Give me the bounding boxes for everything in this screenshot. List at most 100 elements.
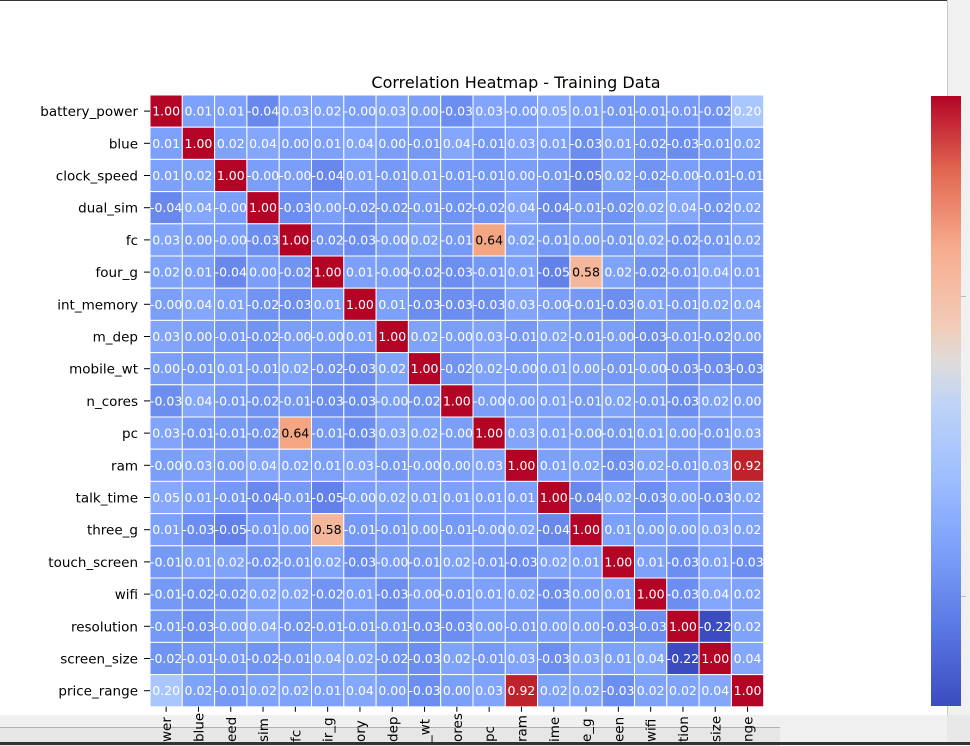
cell-value-label: 0.02 bbox=[604, 168, 632, 183]
cell-value-label: 0.00 bbox=[669, 522, 697, 537]
cell-value-label: 0.00 bbox=[443, 683, 471, 698]
cell-value-label: -0.03 bbox=[311, 393, 343, 408]
cell-value-label: -0.00 bbox=[376, 393, 408, 408]
cell-value-label: -0.02 bbox=[408, 265, 440, 280]
cell-value-label: 0.01 bbox=[443, 490, 471, 505]
heatmap-cell bbox=[666, 674, 700, 708]
heatmap-cell bbox=[472, 513, 506, 547]
cell-value-label: -0.01 bbox=[215, 490, 247, 505]
heatmap-cell bbox=[214, 223, 248, 257]
cell-value-label: -0.03 bbox=[408, 683, 440, 698]
heatmap-cell bbox=[181, 255, 216, 289]
heatmap-cell bbox=[537, 480, 571, 515]
cell-value-label: 0.04 bbox=[185, 393, 213, 408]
x-tick-label: fc bbox=[288, 730, 304, 742]
cell-value-label: -0.04 bbox=[247, 490, 279, 505]
cell-value-label: -0.03 bbox=[150, 393, 182, 408]
cell-value-label: 1.00 bbox=[734, 683, 762, 698]
cell-value-label: 0.00 bbox=[378, 683, 406, 698]
cell-value-label: -0.01 bbox=[505, 329, 537, 344]
heatmap-cell bbox=[666, 255, 700, 289]
heatmap-cell bbox=[472, 448, 506, 482]
cell-value-label: 0.00 bbox=[572, 587, 600, 602]
heatmap-cell bbox=[730, 416, 765, 450]
cell-value-label: 0.00 bbox=[508, 168, 536, 183]
cell-value-label: 0.58 bbox=[572, 265, 600, 280]
cell-value-label: -0.05 bbox=[311, 490, 343, 505]
heatmap-cell bbox=[278, 641, 313, 676]
cell-value-label: -0.01 bbox=[570, 329, 602, 344]
cell-value-label: -0.01 bbox=[150, 619, 182, 634]
cell-value-label: 0.03 bbox=[475, 104, 503, 119]
cell-value-label: 0.02 bbox=[281, 683, 309, 698]
heatmap-cell bbox=[634, 158, 668, 193]
y-tick-label: mobile_wt bbox=[69, 362, 138, 378]
cell-value-label: 1.00 bbox=[281, 232, 309, 247]
heatmap-cell bbox=[440, 94, 474, 128]
heatmap-cell bbox=[407, 545, 442, 579]
cell-value-label: 0.02 bbox=[637, 683, 665, 698]
cell-value-label: 0.03 bbox=[346, 458, 374, 473]
cell-value-label: 0.03 bbox=[475, 458, 503, 473]
cell-value-label: -0.03 bbox=[667, 587, 699, 602]
heatmap-cell bbox=[730, 384, 765, 418]
heatmap-cell bbox=[278, 126, 313, 160]
cell-value-label: -0.03 bbox=[667, 136, 699, 151]
heatmap-cell bbox=[569, 191, 603, 225]
cell-value-label: -0.02 bbox=[441, 361, 473, 376]
cell-value-label: -0.01 bbox=[376, 458, 408, 473]
y-tick-label: ram bbox=[111, 458, 138, 474]
heatmap-cell bbox=[407, 641, 442, 676]
heatmap-cell bbox=[407, 609, 442, 643]
y-tick-label: int_memory bbox=[57, 297, 138, 313]
heatmap-cell bbox=[666, 448, 700, 482]
cell-value-label: 0.04 bbox=[734, 651, 762, 666]
heatmap-cell bbox=[375, 513, 409, 547]
cell-value-label: 0.00 bbox=[281, 136, 309, 151]
heatmap-cell bbox=[537, 287, 571, 321]
cell-value-label: -0.01 bbox=[408, 554, 440, 569]
cell-value-label: 0.00 bbox=[185, 232, 213, 247]
cell-value-label: -0.01 bbox=[667, 458, 699, 473]
heatmap-cell bbox=[634, 609, 668, 643]
cell-value-label: 0.01 bbox=[185, 104, 213, 119]
horizontal-scrollbar[interactable] bbox=[0, 727, 780, 746]
cell-value-label: -0.03 bbox=[634, 490, 666, 505]
heatmap-cell bbox=[440, 480, 474, 515]
heatmap-cell bbox=[311, 158, 345, 193]
cell-value-label: 1.00 bbox=[572, 522, 600, 537]
cell-value-label: -0.03 bbox=[376, 587, 408, 602]
cell-value-label: 0.00 bbox=[669, 490, 697, 505]
cell-value-label: 0.01 bbox=[572, 104, 600, 119]
heatmap-cell bbox=[343, 94, 377, 128]
heatmap-cell bbox=[311, 255, 345, 289]
cell-value-label: 0.02 bbox=[572, 458, 600, 473]
cell-value-label: 0.20 bbox=[734, 104, 762, 119]
heatmap-cell bbox=[407, 352, 442, 386]
heatmap-cell bbox=[214, 609, 248, 643]
heatmap-cell bbox=[311, 513, 345, 547]
cell-value-label: -0.01 bbox=[215, 651, 247, 666]
cell-value-label: -0.00 bbox=[441, 329, 473, 344]
cell-value-label: -0.02 bbox=[376, 200, 408, 215]
cell-value-label: -0.03 bbox=[182, 619, 214, 634]
cell-value-label: -0.00 bbox=[311, 329, 343, 344]
cell-value-label: 0.02 bbox=[249, 683, 277, 698]
heatmap-cell bbox=[278, 223, 313, 257]
cell-value-label: 0.00 bbox=[572, 361, 600, 376]
cell-value-label: -0.01 bbox=[150, 587, 182, 602]
heatmap-cell bbox=[634, 448, 668, 482]
cell-value-label: -0.01 bbox=[473, 265, 505, 280]
heatmap-cell bbox=[375, 223, 409, 257]
cell-value-label: 0.02 bbox=[346, 651, 374, 666]
cell-value-label: -0.00 bbox=[344, 104, 376, 119]
heatmap-cell bbox=[504, 641, 539, 676]
cell-value-label: -0.01 bbox=[408, 200, 440, 215]
heatmap-cell bbox=[601, 513, 636, 547]
cell-value-label: 0.02 bbox=[281, 458, 309, 473]
cell-value-label: 0.01 bbox=[217, 104, 245, 119]
heatmap-cell bbox=[181, 641, 216, 676]
heatmap-cell bbox=[278, 255, 313, 289]
cell-value-label: -0.01 bbox=[538, 168, 570, 183]
